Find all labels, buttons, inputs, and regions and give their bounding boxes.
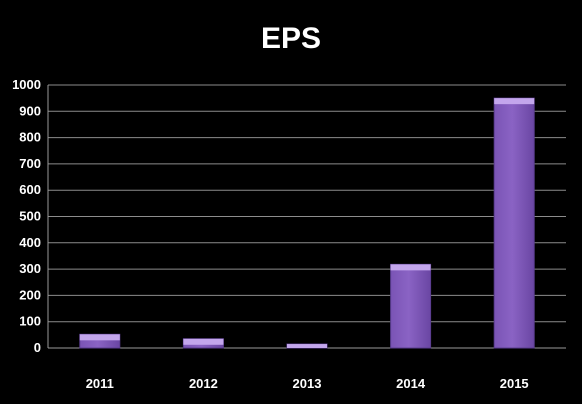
bar-top-highlight: [390, 264, 431, 271]
y-tick-label: 600: [19, 182, 41, 197]
y-tick-label: 200: [19, 287, 41, 302]
bar-top-highlight: [79, 334, 120, 341]
x-tick-label: 2012: [189, 376, 218, 391]
chart-title: EPS: [261, 22, 321, 55]
y-tick-label: 0: [34, 340, 41, 355]
x-tick-label: 2015: [500, 376, 529, 391]
bar: [286, 343, 328, 349]
x-tick-label: 2013: [293, 376, 322, 391]
bar-top-highlight: [287, 344, 327, 348]
bar: [390, 263, 432, 349]
y-tick-label: 300: [19, 261, 41, 276]
bar-body: [493, 97, 535, 349]
x-tick-label: 2014: [396, 376, 426, 391]
bar-body: [390, 263, 432, 349]
x-tick-label: 2011: [86, 376, 114, 391]
bars: [79, 97, 535, 349]
bar-top-highlight: [494, 98, 535, 105]
y-tick-label: 500: [19, 209, 41, 224]
gridlines: [48, 84, 566, 349]
y-tick-label: 900: [19, 103, 41, 118]
y-tick-label: 100: [19, 314, 41, 329]
y-tick-label: 1000: [12, 77, 41, 92]
y-tick-label: 700: [19, 156, 41, 171]
tick-labels: 0 100 200 300 400 500 600 700 800 900 1000 2011 2012…: [12, 77, 529, 391]
bar: [182, 338, 224, 349]
bar-top-highlight: [183, 338, 224, 345]
bar: [79, 333, 121, 349]
y-tick-label: 800: [19, 130, 41, 145]
y-tick-label: 400: [19, 235, 41, 250]
bar: [493, 97, 535, 349]
